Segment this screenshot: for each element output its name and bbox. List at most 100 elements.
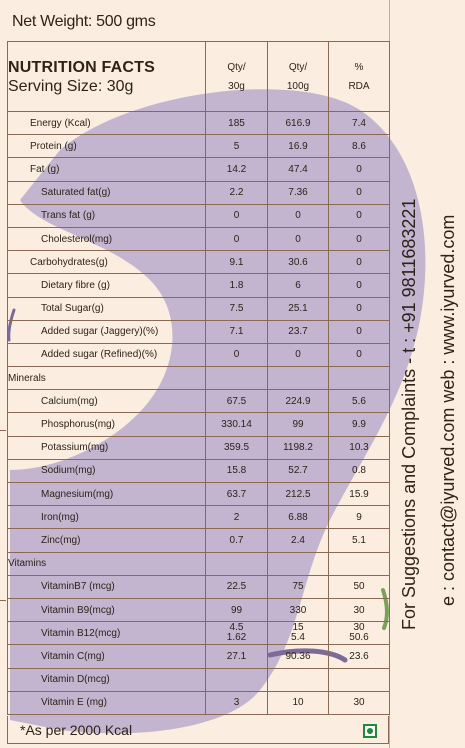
table-section-row: Minerals bbox=[7, 366, 390, 391]
value-q30: 359.5 bbox=[205, 435, 268, 460]
table-row: Fat (g) 14.2 47.4 0 bbox=[7, 157, 390, 182]
value-rda: 30 50.6 bbox=[328, 621, 390, 646]
value-rda: 50 bbox=[328, 574, 390, 599]
table-row: Vitamin D(mcg) bbox=[7, 667, 390, 692]
table-row: Phosphorus(mg) 330.14 99 9.9 bbox=[7, 412, 390, 437]
section-label: Minerals bbox=[7, 366, 206, 391]
value-q100: 52.7 bbox=[267, 458, 329, 484]
table-row: Vitamin B9(mcg) 99 330 30 bbox=[7, 597, 390, 623]
nutrition-facts-table: NUTRITION FACTS Serving Size: 30g Qty/ 3… bbox=[7, 41, 390, 715]
value-q30: 0 bbox=[205, 226, 268, 252]
value-q30: 0 bbox=[205, 342, 268, 368]
nutrient-label: Iron(mg) bbox=[7, 505, 206, 530]
nutrient-label: Zinc(mg) bbox=[7, 528, 206, 553]
value-q30: 2 bbox=[205, 505, 268, 530]
table-row: Sodium(mg) 15.8 52.7 0.8 bbox=[7, 458, 390, 484]
value-rda: 0 bbox=[328, 273, 390, 298]
value-q30: 0 bbox=[205, 203, 268, 228]
vegetarian-mark-icon bbox=[363, 724, 377, 738]
net-weight: Net Weight: 500 gms bbox=[12, 13, 156, 30]
value-q100: 15 5.4 bbox=[267, 621, 329, 646]
value-q100: 6 bbox=[267, 273, 329, 298]
nutrition-facts-heading: NUTRITION FACTS Serving Size: 30g bbox=[7, 41, 206, 112]
value-rda: 30 bbox=[328, 597, 390, 623]
table-row: Saturated fat(g) 2.2 7.36 0 bbox=[7, 180, 390, 205]
nutrient-label: Vitamin C(mg) bbox=[7, 644, 206, 669]
nutrient-label: Magnesium(mg) bbox=[7, 481, 206, 507]
value-q100: 16.9 bbox=[267, 134, 329, 159]
value-q100: 30.6 bbox=[267, 250, 329, 275]
nutrient-label: Total Sugar(g) bbox=[7, 296, 206, 321]
empty-cell bbox=[328, 551, 390, 576]
nutrient-label: Vitamin D(mcg) bbox=[7, 667, 206, 692]
table-row: Protein (g) 5 16.9 8.6 bbox=[7, 134, 390, 159]
value-q30: 5 bbox=[205, 134, 268, 159]
nutrient-label: Phosphorus(mg) bbox=[7, 412, 206, 437]
table-row: Zinc(mg) 0.7 2.4 5.1 bbox=[7, 528, 390, 553]
value-q30: 15.8 bbox=[205, 458, 268, 484]
table-row: Dietary fibre (g) 1.8 6 0 bbox=[7, 273, 390, 298]
value-q30: 99 bbox=[205, 597, 268, 623]
nutrient-label: Fat (g) bbox=[7, 157, 206, 182]
value-q100 bbox=[267, 667, 329, 692]
column-header-qty-30g: Qty/ 30g bbox=[205, 41, 268, 112]
value-q100: 90.36 bbox=[267, 644, 329, 669]
value-q30: 4.5 1.62 bbox=[205, 621, 268, 646]
value-q100: 0 bbox=[267, 203, 329, 228]
table-row: Vitamin C(mg) 27.1 90.36 23.6 bbox=[7, 644, 390, 669]
value-q30: 67.5 bbox=[205, 389, 268, 414]
nutrient-label: Vitamin E (mg) bbox=[7, 690, 206, 715]
empty-cell bbox=[328, 366, 390, 391]
table-row: Vitamin E (mg) 3 10 30 bbox=[7, 690, 390, 715]
nutrient-label: Energy (Kcal) bbox=[7, 110, 206, 136]
value-q100: 6.88 bbox=[267, 505, 329, 530]
value-q100: 25.1 bbox=[267, 296, 329, 321]
value-q100: 616.9 bbox=[267, 110, 329, 136]
nutrient-label: Saturated fat(g) bbox=[7, 180, 206, 205]
value-q100: 2.4 bbox=[267, 528, 329, 553]
value-line: 15 bbox=[292, 622, 304, 634]
table-row: VitaminB7 (mcg) 22.5 75 50 bbox=[7, 574, 390, 599]
column-header-qty-100g: Qty/ 100g bbox=[267, 41, 329, 112]
table-row: Vitamin B12(mcg) 4.5 1.62 15 5.4 30 50.6 bbox=[7, 621, 390, 646]
section-label: Vitamins bbox=[7, 551, 206, 576]
table-row: Added sugar (Jaggery)(%) 7.1 23.7 0 bbox=[7, 319, 390, 344]
value-line: 4.5 bbox=[229, 622, 244, 634]
table-header-row: NUTRITION FACTS Serving Size: 30g Qty/ 3… bbox=[7, 41, 390, 112]
table-section-row: Vitamins bbox=[7, 551, 390, 576]
value-q30: 7.1 bbox=[205, 319, 268, 344]
value-q30: 3 bbox=[205, 690, 268, 715]
empty-cell bbox=[205, 366, 268, 391]
panel-divider bbox=[389, 0, 390, 748]
value-q100: 212.5 bbox=[267, 481, 329, 507]
value-q100: 23.7 bbox=[267, 319, 329, 344]
left-tick bbox=[0, 430, 6, 431]
value-q100: 7.36 bbox=[267, 180, 329, 205]
nutrient-label: Vitamin B12(mcg) bbox=[7, 621, 206, 646]
value-q100: 1198.2 bbox=[267, 435, 329, 460]
table-row: Energy (Kcal) 185 616.9 7.4 bbox=[7, 110, 390, 136]
value-rda: 0 bbox=[328, 250, 390, 275]
nutrient-label: Trans fat (g) bbox=[7, 203, 206, 228]
value-rda: 9 bbox=[328, 505, 390, 530]
nutrient-label: Protein (g) bbox=[7, 134, 206, 159]
nutrient-label: Added sugar (Jaggery)(%) bbox=[7, 319, 206, 344]
value-q30: 22.5 bbox=[205, 574, 268, 599]
complaints-contact-text: For Suggestions and Complaints - t : +91… bbox=[399, 198, 419, 630]
table-row: Carbohydrates(g) 9.1 30.6 0 bbox=[7, 250, 390, 275]
value-rda: 0 bbox=[328, 203, 390, 228]
value-q30: 0.7 bbox=[205, 528, 268, 553]
value-q100: 224.9 bbox=[267, 389, 329, 414]
table-row: Cholesterol(mg) 0 0 0 bbox=[7, 226, 390, 252]
value-rda: 0 bbox=[328, 319, 390, 344]
value-q100: 47.4 bbox=[267, 157, 329, 182]
contact-side-panel: For Suggestions and Complaints - t : +91… bbox=[395, 0, 465, 748]
value-rda: 0.8 bbox=[328, 458, 390, 484]
nutrient-label: Vitamin B9(mcg) bbox=[7, 597, 206, 623]
value-rda bbox=[328, 667, 390, 692]
value-q100: 10 bbox=[267, 690, 329, 715]
table-row: Iron(mg) 2 6.88 9 bbox=[7, 505, 390, 530]
value-rda: 0 bbox=[328, 180, 390, 205]
value-rda: 15.9 bbox=[328, 481, 390, 507]
column-header-rda: % RDA bbox=[328, 41, 390, 112]
